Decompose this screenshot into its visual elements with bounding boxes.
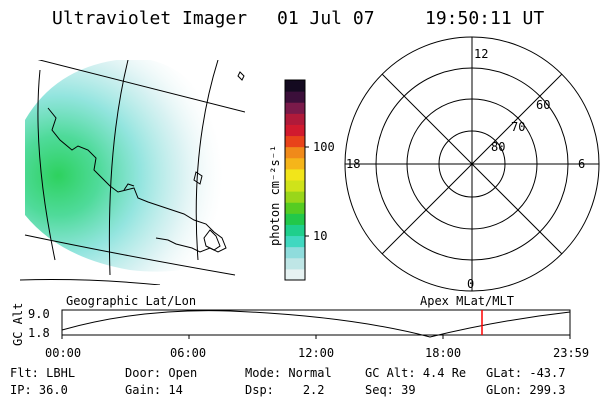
colorbar-tick-100: 100 [313,140,335,154]
status-dsp: Dsp: 2.2 [245,383,325,397]
colorbar-segment [285,235,305,248]
polar-label-12: 12 [474,47,489,61]
colorbar-segment [285,113,305,125]
polar-lat-60: 60 [536,98,551,112]
colorbar-segment [285,202,305,214]
status-mode: Mode: Normal [245,366,332,380]
colorbar-segment [285,102,305,114]
status-ip-label: IP: [10,383,32,397]
status-flt: Flt: LBHL [10,366,75,380]
timeline-ytick-min: 1.8 [28,326,50,340]
status-flt-label: Flt: [10,366,39,380]
colorbar-segment [285,146,305,159]
time-label: 19:50:11 UT [425,8,545,29]
status-dsp-label: Dsp: [245,383,274,397]
colorbar-segment [285,168,305,181]
status-gcalt-value: 4.4 Re [422,366,467,380]
polar-diag-2 [381,73,563,255]
map-grid [20,60,245,285]
instrument-title: Ultraviolet Imager [52,8,248,29]
status-gain-label: Gain: [125,383,162,397]
colorbar-segment [285,246,305,259]
status-dsp-value: 2.2 [302,383,325,397]
status-door: Door: Open [125,366,197,380]
colorbar-segment [285,268,305,281]
polar-label-0: 0 [467,277,475,291]
status-glat-value: -43.7 [529,366,566,380]
colorbar-segment [285,191,305,203]
status-ip: IP: 36.0 [10,383,68,397]
timeline-right-label: Apex MLat/MLT [420,294,514,308]
status-flt-value: LBHL [46,366,76,380]
status-door-value: Open [168,366,198,380]
timeline-xtick-2359: 23:59 [553,346,590,360]
status-gcalt-label: GC Alt: [365,366,416,380]
status-mode-label: Mode: [245,366,282,380]
date-label: 01 Jul 07 [277,8,375,29]
coastline [47,71,245,253]
polar-lat-70: 70 [511,120,526,134]
colorbar-segment [285,257,305,270]
status-glon: GLon: 299.3 [486,383,565,397]
status-mode-value: Normal [288,366,332,380]
status-ip-value: 36.0 [38,383,68,397]
status-glat: GLat: -43.7 [486,366,565,380]
colorbar-segment [285,91,305,103]
status-glon-value: 299.3 [529,383,566,397]
colorbar-segment [285,224,305,237]
polar-lat-80: 80 [491,140,506,154]
colorbar-segment [285,124,305,137]
status-door-label: Door: [125,366,162,380]
timeline-left-label: Geographic Lat/Lon [66,294,197,308]
colorbar-segment [285,213,305,225]
altitude-curve [61,310,571,338]
timeline-ytick-max: 9.0 [28,307,50,321]
timeline-xtick-1200: 12:00 [298,346,335,360]
polar-label-18: 18 [346,157,361,171]
status-gain: Gain: 14 [125,383,183,397]
timeline-xtick-1800: 18:00 [425,346,462,360]
emission-region [25,60,245,272]
status-seq-label: Seq: [365,383,394,397]
colorbar-segment [285,180,305,192]
timeline-xtick-0600: 06:00 [170,346,207,360]
colorbar-segment [285,80,305,92]
timeline-xtick-0000: 00:00 [45,346,82,360]
status-gcalt: GC Alt: 4.4 Re [365,366,466,380]
colorbar-segment [285,135,305,148]
status-gain-value: 14 [168,383,183,397]
status-glon-label: GLon: [486,383,523,397]
status-glat-label: GLat: [486,366,523,380]
polar-label-6: 6 [578,157,586,171]
status-seq-value: 39 [401,383,416,397]
status-seq: Seq: 39 [365,383,416,397]
colorbar-segment [285,157,305,170]
colorbar-tick-10: 10 [313,229,328,243]
